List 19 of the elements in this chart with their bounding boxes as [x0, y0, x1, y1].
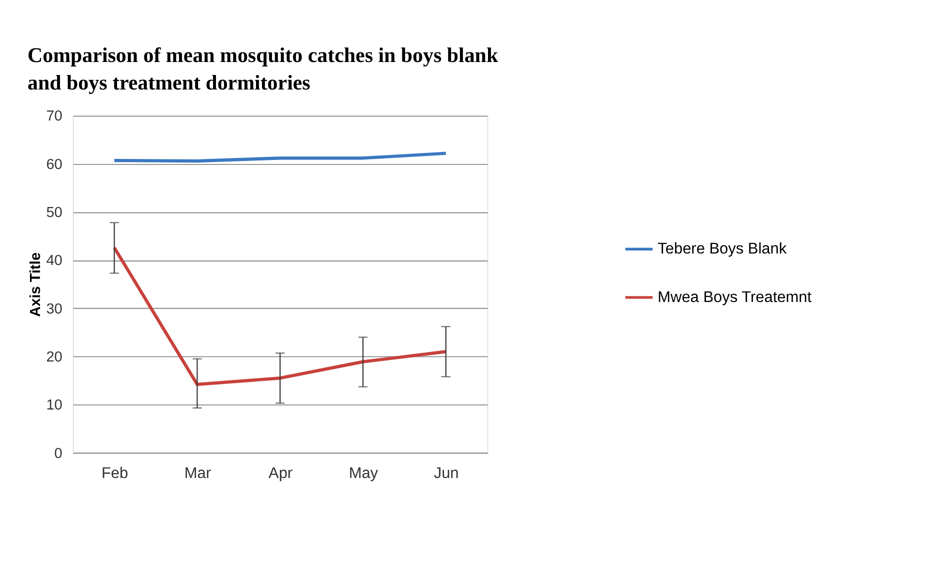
- y-tick-label: 20: [46, 349, 62, 366]
- y-tick-label: 10: [46, 398, 62, 414]
- line-series: [112, 246, 448, 386]
- x-tick-label: May: [348, 464, 378, 482]
- y-axis-title: Axis Title: [28, 252, 44, 317]
- x-tick-label: Apr: [268, 464, 293, 482]
- x-tick-label: Jun: [434, 464, 459, 482]
- legend-label: Tebere Boys Blank: [658, 240, 787, 258]
- legend-label: Mwea Boys Treatemnt: [658, 289, 812, 306]
- y-tick-label: 70: [46, 108, 62, 125]
- y-tick-label: 0: [54, 446, 62, 462]
- y-tick-label: 60: [46, 156, 62, 173]
- chart-title: Comparison of mean mosquito catches in boys blank and boys treatment dormitories: [28, 42, 498, 94]
- x-tick-label: Feb: [101, 464, 128, 482]
- line-series: [112, 152, 448, 163]
- y-tick-label: 30: [46, 301, 62, 318]
- x-tick-label: Mar: [184, 464, 211, 482]
- y-tick-label: 50: [46, 205, 62, 222]
- y-tick-label: 40: [46, 253, 62, 270]
